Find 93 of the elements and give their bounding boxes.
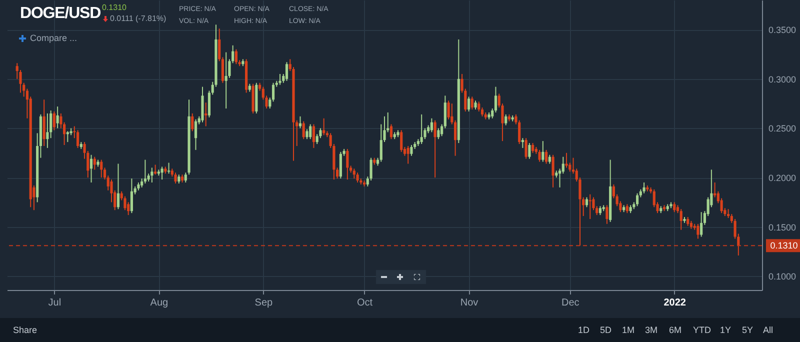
candlestick: [130, 178, 134, 214]
candlestick: [56, 106, 59, 129]
candlestick: [76, 130, 80, 148]
candlestick: [184, 172, 187, 183]
y-tick-label: 0.2000: [768, 173, 796, 184]
candlestick: [306, 128, 308, 140]
y-tick-label: 0.3500: [768, 25, 796, 36]
y-tick-label: 0.1000: [768, 272, 796, 282]
candlestick: [636, 192, 639, 207]
text: 5Y: [742, 325, 754, 335]
annotation: 0.1310: [102, 3, 126, 12]
candlestick: [124, 196, 126, 211]
candlestick: [322, 118, 326, 136]
y-tick-label: 0.2500: [768, 124, 796, 134]
candlestick: [285, 62, 288, 82]
annotation: 0.0111 (-7.81%): [110, 14, 166, 23]
text: 1M: [622, 325, 635, 335]
candlestick: [470, 96, 474, 110]
chart-title: DOGE/USD: [20, 5, 101, 22]
text: 1D: [578, 325, 590, 335]
candlestick: [420, 114, 423, 145]
candlestick: [588, 194, 592, 220]
candlestick: [680, 208, 682, 230]
candlestick: [565, 152, 568, 168]
text: 5D: [600, 325, 612, 335]
candlestick: [204, 102, 208, 127]
candlestick: [154, 164, 157, 176]
candlestick: [410, 144, 413, 156]
candlestick: [352, 168, 356, 180]
x-tick-label: Nov: [460, 298, 478, 308]
ref-line-label: 0.1310: [770, 240, 798, 251]
x-tick-label: Oct: [356, 298, 373, 308]
candlestick: [52, 110, 56, 131]
candlestick: [116, 163, 120, 210]
annotation: Compare ...: [30, 33, 78, 43]
candlestick: [673, 202, 676, 213]
candlestick: [606, 204, 608, 224]
x-tick-label: Aug: [150, 298, 168, 308]
candlestick: [356, 172, 359, 183]
candlestick: [42, 99, 46, 146]
candlestick: [234, 48, 238, 65]
y-tick-label: 0.1500: [768, 222, 796, 232]
candlestick: [339, 151, 342, 180]
candlestick: [298, 116, 302, 129]
candlestick: [467, 96, 470, 112]
x-tick-label: Dec: [561, 298, 580, 308]
candlestick: [528, 142, 531, 160]
text: YTD: [693, 325, 711, 335]
candlestick: [714, 182, 716, 198]
candlestick: [400, 130, 403, 152]
candlestick: [437, 128, 440, 140]
candlestick: [430, 118, 433, 133]
x-tick-label: 2022: [664, 298, 686, 308]
text: All: [763, 325, 774, 335]
candlestick: [524, 138, 528, 160]
candlestick: [720, 198, 723, 214]
y-tick-label: 0.3000: [768, 74, 796, 84]
candlestick: [521, 138, 524, 148]
candlestick: [532, 142, 534, 154]
candlestick: [90, 154, 93, 183]
candlestick: [504, 114, 508, 126]
candlestick: [278, 73, 282, 86]
candlestick: [224, 52, 228, 110]
candlestick: [700, 212, 703, 238]
candlestick: [194, 118, 198, 150]
candlestick: [174, 172, 177, 184]
text: 3M: [645, 325, 658, 335]
candlestick: [100, 159, 103, 178]
candlestick: [544, 149, 548, 164]
candlestick: [390, 124, 393, 140]
text: 6M: [669, 325, 682, 335]
candlestick: [346, 148, 349, 180]
text: Share: [13, 325, 38, 335]
candlestick: [312, 124, 316, 148]
candlestick: [434, 120, 436, 178]
candlestick: [191, 112, 194, 132]
x-tick-label: Jul: [48, 298, 62, 308]
candlestick: [542, 140, 544, 162]
candlestick: [46, 112, 49, 148]
candlestick: [167, 162, 170, 174]
candlestick: [696, 223, 700, 240]
candlestick: [406, 145, 410, 164]
x-tick-label: Sep: [254, 298, 273, 308]
candlestick: [160, 166, 164, 180]
candlestick: [309, 124, 312, 140]
candlestick: [642, 182, 646, 194]
text: 1Y: [720, 325, 732, 335]
candlestick: [552, 154, 554, 188]
candlestick: [538, 149, 541, 162]
candlestick: [150, 167, 154, 183]
candlestick: [66, 130, 69, 143]
candlestick: [144, 159, 146, 184]
candlestick: [302, 120, 305, 140]
